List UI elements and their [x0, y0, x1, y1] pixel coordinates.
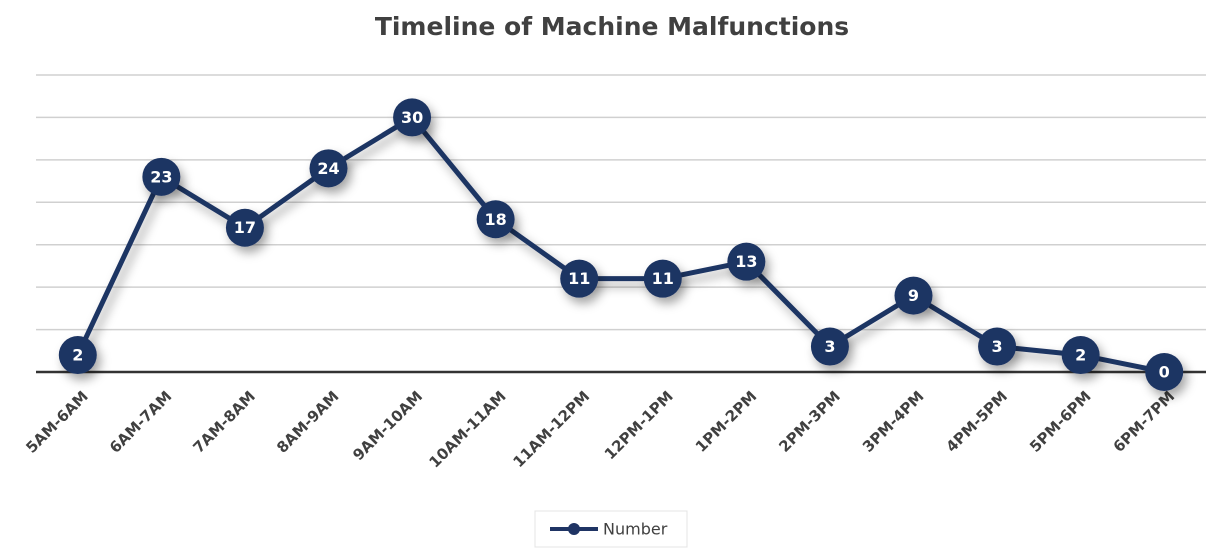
data-label: 2: [1075, 346, 1086, 365]
marker: [643, 259, 682, 298]
data-label: 9: [908, 286, 919, 305]
x-tick-label: 8AM-9AM: [273, 387, 342, 456]
marker: [978, 327, 1017, 366]
marker: [58, 336, 97, 375]
x-tick-label: 10AM-11AM: [425, 387, 509, 471]
x-tick-label: 1PM-2PM: [692, 387, 761, 456]
x-tick-label: 9AM-10AM: [349, 387, 426, 464]
x-tick-label: 3PM-4PM: [859, 387, 928, 456]
marker: [476, 200, 515, 239]
marker: [1145, 353, 1184, 391]
marker: [727, 242, 766, 281]
x-tick-label: 5PM-6PM: [1026, 387, 1095, 456]
data-label: 18: [485, 210, 507, 229]
data-label: 24: [317, 159, 339, 178]
marker: [142, 157, 181, 196]
data-label: 3: [992, 337, 1003, 356]
marker: [225, 208, 264, 247]
marker: [309, 149, 348, 188]
data-label: 13: [735, 252, 757, 271]
data-label: 17: [234, 218, 256, 237]
data-label: 11: [568, 269, 590, 288]
x-tick-label: 5AM-6AM: [22, 387, 91, 456]
data-label: 30: [401, 108, 423, 127]
marker: [1061, 336, 1100, 375]
legend-marker: [568, 523, 580, 535]
marker: [393, 98, 432, 137]
x-tick-label: 6AM-7AM: [106, 387, 175, 456]
legend-label: Number: [603, 520, 668, 539]
x-tick-label: 7AM-8AM: [190, 387, 259, 456]
data-label: 2: [72, 346, 83, 365]
chart-title: Timeline of Machine Malfunctions: [375, 12, 849, 41]
marker: [894, 276, 933, 315]
data-label: 23: [150, 167, 172, 186]
x-tick-label: 11AM-12PM: [509, 387, 593, 471]
data-label: 0: [1159, 363, 1170, 382]
x-tick-label: 4PM-5PM: [943, 387, 1012, 456]
x-tick-label: 2PM-3PM: [775, 387, 844, 456]
data-label: 3: [824, 337, 835, 356]
legend: Number: [534, 510, 688, 548]
marker: [560, 259, 599, 298]
data-label: 11: [652, 269, 674, 288]
x-tick-label: 12PM-1PM: [601, 387, 677, 463]
x-tick-label: 6PM-7PM: [1110, 387, 1179, 456]
marker: [810, 327, 849, 366]
